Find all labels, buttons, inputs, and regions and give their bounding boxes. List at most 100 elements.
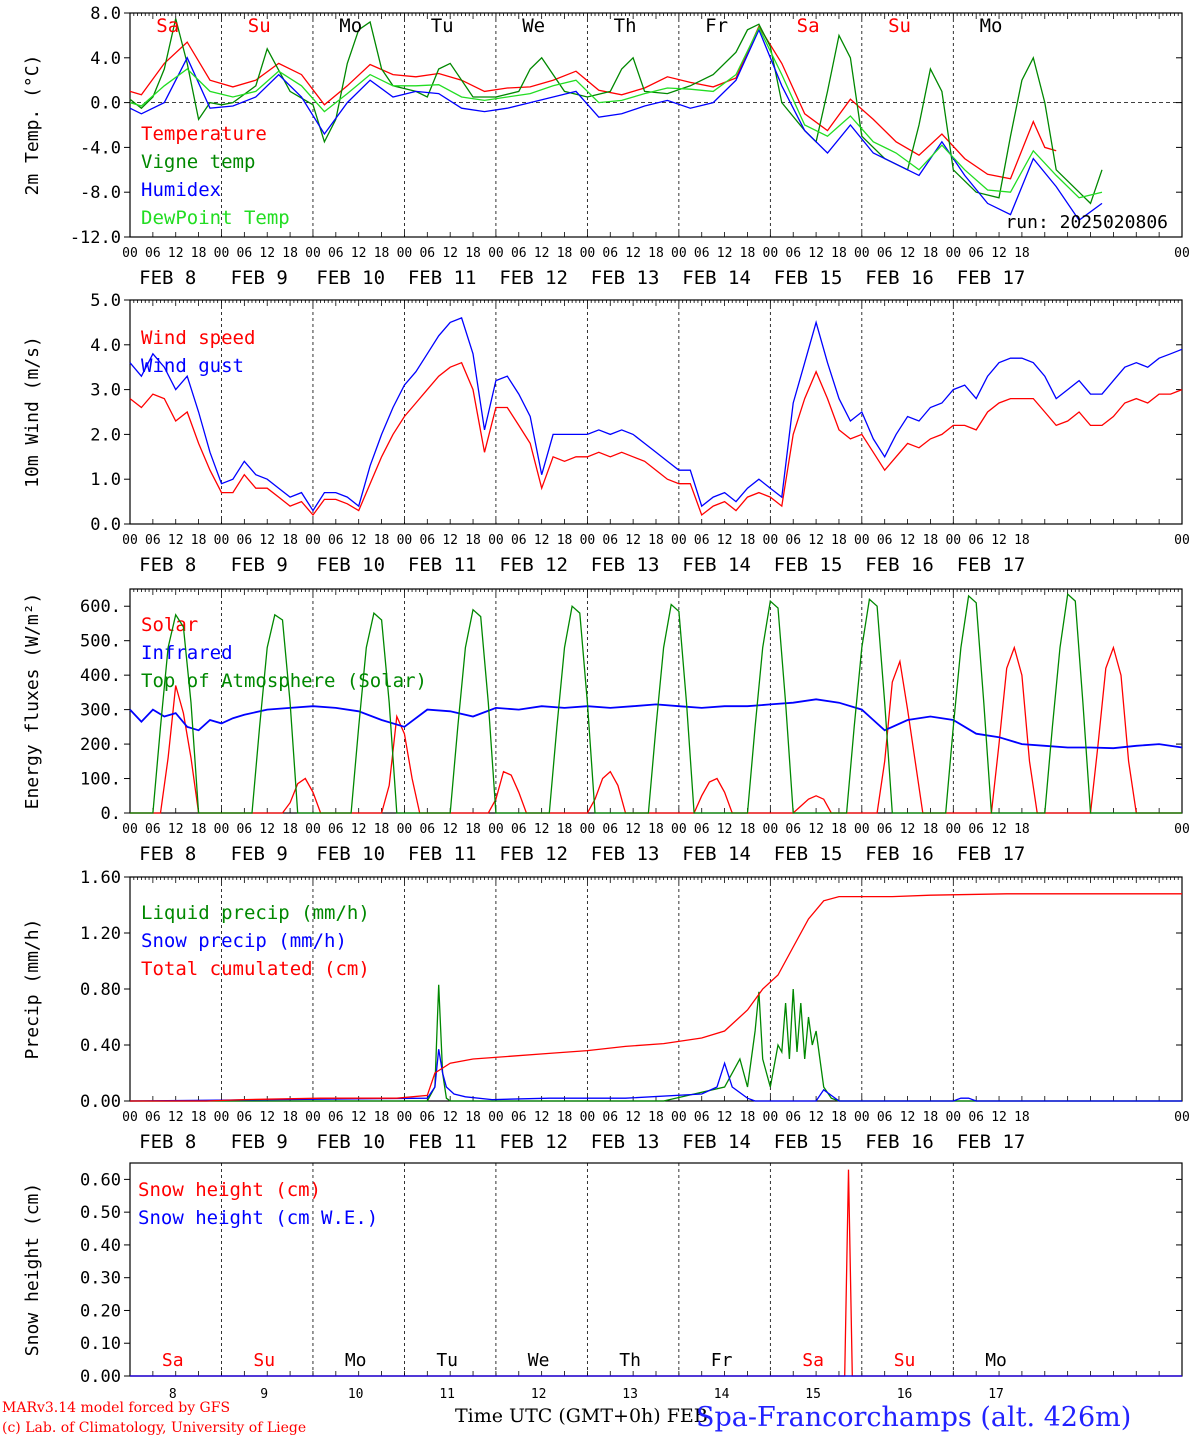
hour-tick-label: 06 [602,246,618,261]
hour-tick-label: 00 [854,1110,870,1125]
hour-tick-label: 18 [740,246,756,261]
hour-tick-label: 00 [305,822,321,837]
hour-tick-label: 18 [740,822,756,837]
hour-tick-label: 12 [808,533,824,548]
y-tick-label: 0.40 [80,1036,121,1056]
y-tick-label: 0.30 [80,1269,121,1289]
day-number: 15 [805,1387,821,1402]
hour-tick-label: 12 [625,822,641,837]
hour-tick-label: 12 [900,822,916,837]
hour-tick-label: 18 [923,1110,939,1125]
hour-tick-label: 12 [259,533,275,548]
hour-tick-label: 00 [214,246,230,261]
hour-tick-label: 00 [397,533,413,548]
y-tick-label: -8.0 [80,183,121,203]
hour-tick-label: 06 [602,1110,618,1125]
day-number: 12 [531,1387,547,1402]
hour-tick-label: 06 [419,1110,435,1125]
hour-tick-label: 18 [374,246,390,261]
date-label: FEB 16 [865,554,934,576]
series-line-wind-speed [129,361,1183,517]
weekday-label: Mo [980,15,1003,37]
date-label: FEB 15 [774,267,843,289]
date-label: FEB 9 [231,267,288,289]
hour-tick-label: 06 [145,246,161,261]
date-label: FEB 16 [865,267,934,289]
date-label: FEB 9 [231,1131,288,1153]
hour-tick-label: 12 [534,246,550,261]
hour-tick-label: 12 [717,822,733,837]
date-label: FEB 13 [591,554,660,576]
hour-tick-label: 18 [191,246,207,261]
hour-tick-label: 06 [145,1110,161,1125]
hour-tick-label: 06 [968,246,984,261]
date-label: FEB 15 [774,843,843,865]
hour-tick-label: 00 [1174,246,1190,261]
hour-tick-label: 18 [282,822,298,837]
hour-tick-label: 12 [991,1110,1007,1125]
hour-tick-label: 12 [351,1110,367,1125]
hour-tick-label: 00 [854,822,870,837]
y-tick-label: 100. [80,770,121,790]
hour-tick-label: 00 [1174,822,1190,837]
hour-tick-label: 06 [694,822,710,837]
weekday-label: Fr [705,15,728,37]
hour-tick-label: 00 [854,246,870,261]
y-tick-label: 0.80 [80,980,121,1000]
y-tick-label: 300. [80,701,121,721]
run-label: run: 2025020806 [1005,212,1168,233]
hour-tick-label: 00 [1174,1110,1190,1125]
hour-tick-label: 12 [991,822,1007,837]
legend-entry: Snow height (cm W.E.) [138,1207,378,1229]
y-tick-label: 3.0 [90,381,121,401]
hour-tick-label: 18 [374,533,390,548]
date-label: FEB 16 [865,1131,934,1153]
hour-tick-label: 12 [900,1110,916,1125]
hour-tick-label: 18 [1014,533,1030,548]
hour-tick-label: 12 [168,1110,184,1125]
hour-tick-label: 06 [694,1110,710,1125]
hour-tick-label: 18 [465,246,481,261]
hour-tick-label: 00 [945,533,961,548]
hour-tick-label: 12 [717,246,733,261]
date-label: FEB 17 [957,843,1026,865]
y-tick-label: 0.00 [80,1367,121,1387]
y-tick-label: 2.0 [90,425,121,445]
series-line-top-of-atmosphere-solar- [130,592,1182,814]
legend-entry: Snow height (cm) [138,1179,321,1201]
hour-tick-label: 00 [488,246,504,261]
credit-line-2: (c) Lab. of Climatology, University of L… [2,1420,307,1436]
legend-entry: Humidex [141,179,221,201]
panel-4: 1.60 1.20 0.80 0.40 0.00 Precip (mm/h) Liquid … [22,868,1190,1153]
y-tick-label: 4.0 [90,336,121,356]
date-label: FEB 10 [316,267,385,289]
hour-tick-label: 18 [648,246,664,261]
hour-tick-label: 00 [763,246,779,261]
date-label: FEB 17 [957,267,1026,289]
hour-tick-label: 00 [305,246,321,261]
weekday-label: Mo [345,1350,367,1371]
y-axis-label: Precip (mm/h) [22,919,43,1060]
hour-tick-label: 00 [671,822,687,837]
hour-tick-label: 18 [1014,246,1030,261]
y-tick-label: -4.0 [80,138,121,158]
station-title: Spa-Francorchamps (alt. 426m) [696,1402,1132,1433]
series-line-total-cumulated-cm- [130,893,1182,1102]
model-credits: MARv3.14 model forced by GFS (c) Lab. of… [2,1398,306,1438]
hour-tick-label: 00 [214,533,230,548]
hour-tick-label: 12 [808,822,824,837]
hour-tick-label: 00 [488,1110,504,1125]
hour-tick-label: 12 [259,1110,275,1125]
series-line-solar [130,645,1182,814]
hour-tick-label: 00 [671,1110,687,1125]
hour-tick-label: 06 [237,1110,253,1125]
hour-tick-label: 00 [580,822,596,837]
day-number: 16 [897,1387,913,1402]
day-number: 8 [169,1387,177,1402]
panel-5: 0.60 0.50 0.40 0.30 0.20 0.10 0.00 Snow height … [22,1162,1183,1402]
hour-tick-label: 00 [854,533,870,548]
hour-tick-label: 00 [580,1110,596,1125]
weekday-label: Sa [156,15,179,37]
hour-tick-label: 12 [168,533,184,548]
